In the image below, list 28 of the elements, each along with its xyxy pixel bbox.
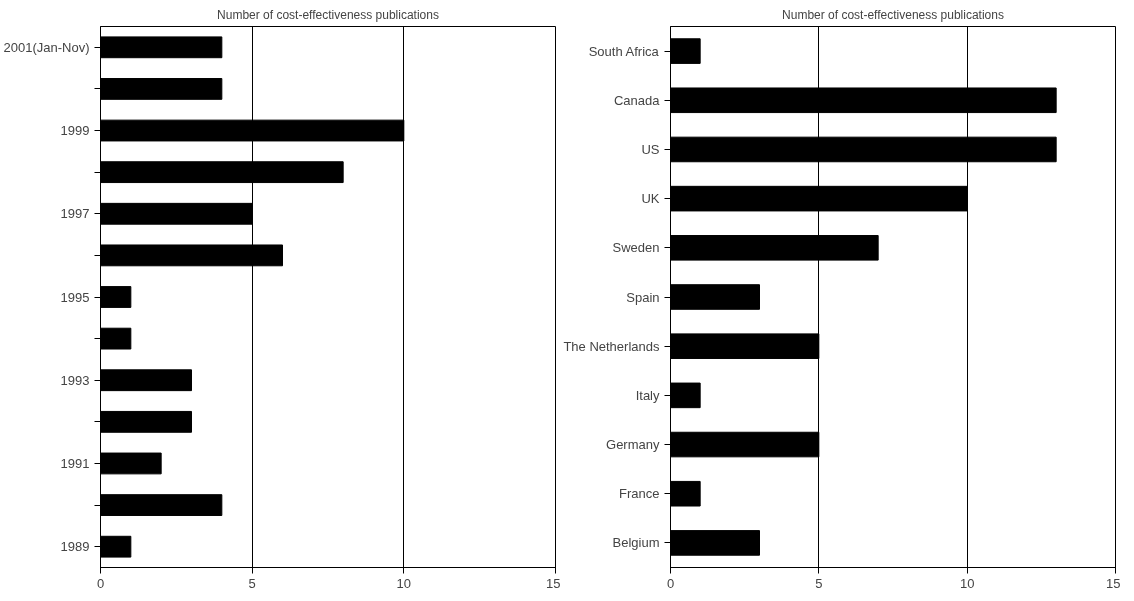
x-tick-label: 15 [1106, 575, 1121, 591]
chart-title: Number of cost-effectiveness publications [782, 7, 1004, 22]
y-tick-label: Germany [606, 437, 660, 453]
chart-title: Number of cost-effectiveness publications [217, 7, 439, 22]
x-tick-label: 15 [546, 575, 561, 591]
y-tick-label: 1991 [60, 455, 90, 471]
y-tick-label: Canada [613, 92, 661, 108]
x-tick-label: 0 [96, 575, 105, 591]
y-tick-label: Belgium [612, 535, 660, 551]
y-tick-label: 1989 [60, 539, 90, 555]
y-tick-label: 1993 [60, 372, 90, 388]
x-tick-label: 10 [959, 575, 975, 591]
x-tick-label: 10 [396, 575, 412, 591]
y-tick-label: 1995 [60, 289, 90, 305]
y-tick-label: 2001(Jan-Nov) [3, 39, 90, 55]
y-tick-label: Sweden [612, 240, 660, 256]
x-tick-label: 0 [666, 575, 675, 591]
y-tick-label: France [619, 486, 660, 502]
x-tick-label: 5 [248, 575, 256, 591]
y-tick-label: South Africa [588, 43, 660, 59]
y-tick-label: Italy [635, 387, 660, 403]
x-tick-label: 5 [815, 575, 823, 591]
y-tick-label: US [641, 141, 660, 157]
y-tick-label: Spain [626, 289, 660, 305]
y-tick-label: The Netherlands [563, 338, 660, 354]
y-tick-label: 1999 [60, 123, 90, 139]
y-tick-label: 1997 [60, 206, 90, 222]
y-tick-label: UK [641, 191, 660, 207]
